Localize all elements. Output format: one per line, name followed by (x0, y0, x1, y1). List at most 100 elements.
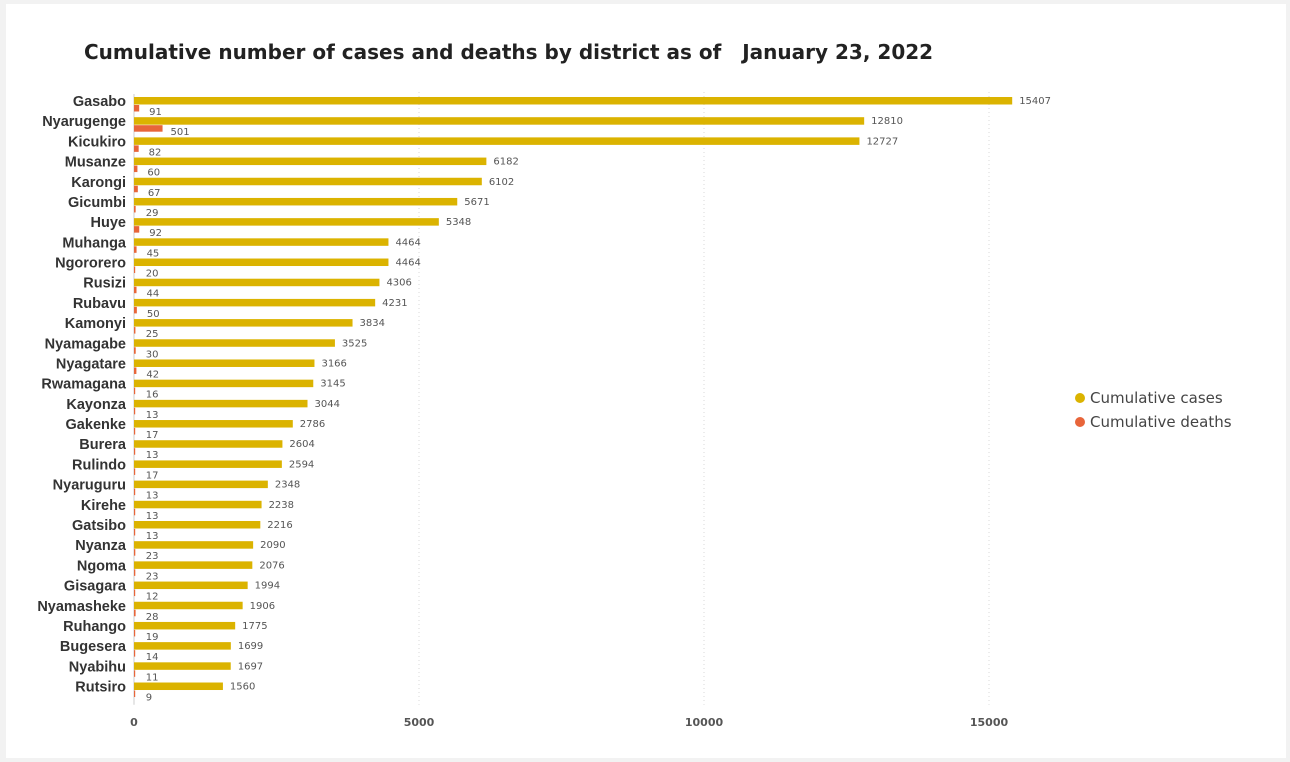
cases-data-label: 5671 (464, 197, 489, 208)
deaths-bar (134, 690, 136, 698)
cases-bar (134, 621, 236, 630)
deaths-data-label: 92 (149, 228, 162, 239)
legend-item-deaths[interactable]: Cumulative deaths (1075, 410, 1232, 434)
deaths-data-label: 91 (149, 107, 162, 118)
category-label: Rutsiro (75, 680, 126, 696)
cases-data-label: 1699 (238, 641, 263, 652)
cases-data-label: 3166 (321, 358, 346, 369)
cases-data-label: 4464 (395, 237, 420, 248)
x-tick-label: 15000 (970, 716, 1009, 729)
cases-bar (134, 137, 860, 145)
deaths-bar (134, 528, 136, 536)
cases-data-label: 6102 (489, 177, 514, 188)
category-label: Huye (91, 215, 126, 231)
deaths-bar (134, 407, 136, 415)
cases-bar (134, 642, 231, 650)
deaths-bar (134, 246, 137, 253)
cases-data-label: 4306 (386, 278, 411, 289)
cases-data-label: 3145 (320, 379, 345, 390)
category-label: Kayonza (66, 397, 127, 413)
cases-data-label: 2216 (267, 520, 292, 531)
deaths-bar (134, 266, 136, 274)
cases-bar (134, 520, 261, 529)
deaths-bar (134, 125, 163, 132)
deaths-data-label: 14 (146, 652, 159, 663)
legend-cases-label: Cumulative cases (1090, 389, 1223, 407)
cases-bar (134, 97, 1013, 105)
cases-bar (134, 440, 283, 448)
legend-item-cases[interactable]: Cumulative cases (1075, 386, 1232, 410)
cases-data-label: 3525 (342, 338, 367, 349)
deaths-data-label: 28 (146, 612, 159, 623)
category-label: Nyagatare (56, 356, 126, 372)
legend-cases-marker (1075, 393, 1085, 403)
cases-bar (134, 319, 353, 327)
category-label: Rubavu (73, 296, 126, 312)
x-tick-label: 5000 (404, 716, 435, 729)
category-label: Nyaruguru (53, 478, 126, 494)
deaths-data-label: 17 (146, 470, 159, 481)
cases-data-label: 15407 (1019, 96, 1051, 107)
deaths-bar (134, 165, 138, 173)
category-label: Rulindo (72, 457, 126, 473)
cases-bar (134, 601, 243, 610)
cases-bar (134, 662, 231, 670)
cases-data-label: 1775 (242, 621, 267, 632)
deaths-bar (134, 670, 136, 677)
deaths-bar (134, 549, 136, 556)
category-label: Kamonyi (65, 316, 126, 332)
deaths-bar (134, 226, 140, 233)
cases-data-label: 5348 (446, 217, 471, 228)
cases-bar (134, 359, 315, 367)
deaths-bar (134, 347, 136, 354)
cases-data-label: 1697 (238, 661, 263, 672)
deaths-bar (134, 650, 136, 657)
deaths-bar (134, 145, 139, 152)
x-tick-label: 10000 (685, 716, 724, 729)
deaths-data-label: 9 (146, 693, 152, 704)
deaths-data-label: 44 (147, 289, 160, 300)
cases-data-label: 12727 (866, 136, 898, 147)
legend: Cumulative cases Cumulative deaths (1075, 386, 1232, 434)
cases-data-label: 2348 (275, 480, 300, 491)
deaths-bar (134, 448, 136, 455)
deaths-bar (134, 367, 137, 374)
cases-bar (134, 117, 865, 125)
deaths-bar (134, 286, 137, 294)
category-label: Gasabo (73, 94, 126, 110)
cases-data-label: 2076 (259, 560, 284, 571)
legend-deaths-marker (1075, 417, 1085, 427)
deaths-data-label: 17 (146, 430, 159, 441)
category-label: Nyamasheke (37, 599, 126, 615)
deaths-bar (134, 508, 136, 516)
deaths-data-label: 20 (146, 269, 159, 280)
cases-bar (134, 460, 282, 468)
deaths-bar (134, 306, 137, 314)
deaths-data-label: 23 (146, 551, 159, 562)
cases-data-label: 1560 (230, 682, 255, 693)
cases-bar (134, 379, 314, 388)
cases-bar (134, 298, 376, 307)
category-label: Gisagara (64, 579, 127, 595)
cases-data-label: 2604 (289, 439, 314, 450)
deaths-data-label: 13 (146, 511, 159, 522)
deaths-data-label: 13 (146, 491, 159, 502)
deaths-data-label: 23 (146, 571, 159, 582)
cases-bar (134, 157, 487, 166)
cases-bar (134, 541, 254, 549)
cases-bar (134, 197, 458, 206)
category-label: Nyamagabe (45, 336, 126, 352)
cases-data-label: 4464 (395, 258, 420, 269)
deaths-bar (134, 629, 136, 637)
cases-data-label: 1994 (255, 581, 280, 592)
deaths-data-label: 13 (146, 410, 159, 421)
category-label: Kirehe (81, 498, 126, 514)
deaths-data-label: 501 (171, 127, 190, 138)
category-label: Rwamagana (41, 377, 127, 393)
deaths-bar (134, 468, 136, 475)
cases-data-label: 2594 (289, 459, 314, 470)
deaths-bar (134, 387, 136, 395)
deaths-bar (134, 609, 136, 617)
legend-deaths-label: Cumulative deaths (1090, 413, 1232, 431)
deaths-bar (134, 589, 136, 597)
